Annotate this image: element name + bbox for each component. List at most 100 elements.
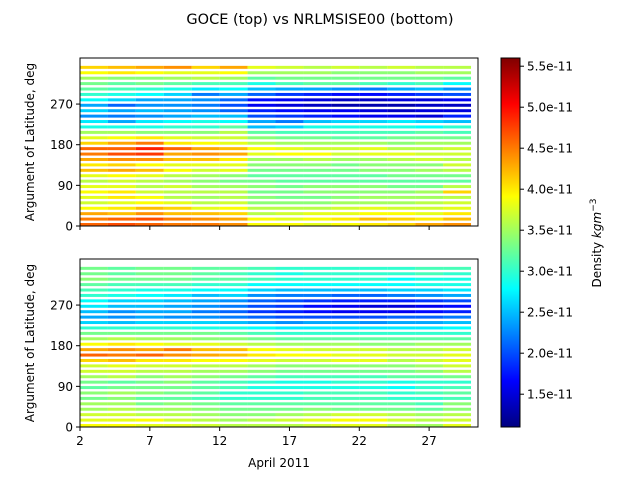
heatmap-cell — [80, 353, 108, 357]
heatmap-cell — [415, 418, 444, 422]
heatmap-cell — [359, 277, 388, 281]
heatmap-cell — [80, 391, 108, 395]
heatmap-cell — [415, 223, 444, 226]
heatmap-cell — [303, 277, 332, 281]
heatmap-cell — [219, 342, 248, 346]
heatmap-cell — [415, 310, 444, 314]
heatmap-cell — [331, 299, 360, 303]
heatmap-cell — [107, 120, 136, 124]
heatmap-cell — [247, 82, 276, 86]
heatmap-cell — [219, 364, 248, 368]
y-axis-label: Argument of Latitude, deg — [23, 264, 37, 422]
heatmap-cell — [107, 277, 136, 281]
heatmap-cell — [415, 304, 444, 308]
heatmap-cell — [80, 76, 108, 80]
heatmap-cell — [443, 168, 472, 172]
heatmap-cell — [443, 396, 472, 400]
heatmap-cell — [387, 157, 416, 161]
heatmap-cell — [191, 168, 220, 172]
heatmap-cell — [303, 82, 332, 86]
heatmap-cell — [387, 315, 416, 319]
heatmap-cell — [80, 321, 108, 325]
heatmap-cell — [107, 364, 136, 368]
heatmap-cell — [443, 130, 472, 134]
heatmap-cell — [135, 272, 164, 276]
heatmap-cell — [219, 358, 248, 362]
heatmap-cell — [387, 310, 416, 314]
colorbar-tick-label: 4.5e-11 — [527, 142, 573, 156]
heatmap-cell — [219, 157, 248, 161]
heatmap-cell — [303, 190, 332, 194]
heatmap-cell — [191, 283, 220, 287]
heatmap-cell — [275, 358, 304, 362]
heatmap-cell — [443, 87, 472, 91]
heatmap-cell — [415, 147, 444, 151]
heatmap-cell — [107, 353, 136, 357]
heatmap-cell — [135, 326, 164, 330]
colorbar-tick-label: 5.0e-11 — [527, 101, 573, 115]
heatmap-cell — [275, 114, 304, 118]
heatmap-cell — [443, 391, 472, 395]
heatmap-cell — [247, 386, 276, 390]
heatmap-cell — [107, 92, 136, 96]
heatmap-cell — [191, 418, 220, 422]
heatmap-cell — [135, 364, 164, 368]
heatmap-cell — [275, 163, 304, 167]
heatmap-cell — [163, 82, 192, 86]
heatmap-cell — [443, 272, 472, 276]
heatmap-cell — [163, 76, 192, 80]
heatmap-cell — [443, 358, 472, 362]
heatmap-cell — [275, 92, 304, 96]
heatmap-cell — [331, 310, 360, 314]
heatmap-cell — [107, 348, 136, 352]
heatmap-cell — [247, 391, 276, 395]
heatmap-cell — [387, 130, 416, 134]
heatmap-cell — [387, 212, 416, 216]
heatmap-cell — [80, 342, 108, 346]
heatmap-cell — [415, 82, 444, 86]
heatmap-cell — [387, 201, 416, 205]
heatmap-cell — [107, 157, 136, 161]
heatmap-cell — [387, 418, 416, 422]
heatmap-cell — [191, 92, 220, 96]
heatmap-cell — [107, 304, 136, 308]
heatmap-cell — [191, 358, 220, 362]
heatmap-cell — [247, 337, 276, 341]
heatmap-cell — [107, 98, 136, 102]
heatmap-cell — [275, 141, 304, 145]
heatmap-cell — [80, 65, 108, 69]
x-tick-label: 12 — [212, 434, 227, 448]
heatmap-cell — [219, 114, 248, 118]
heatmap-cell — [331, 358, 360, 362]
heatmap-cell — [247, 217, 276, 221]
heatmap-cell — [191, 103, 220, 107]
heatmap-cell — [163, 195, 192, 199]
heatmap-cell — [247, 299, 276, 303]
heatmap-cell — [275, 315, 304, 319]
heatmap-cell — [247, 87, 276, 91]
heatmap-cell — [331, 185, 360, 189]
heatmap-cell — [107, 369, 136, 373]
heatmap-cell — [415, 76, 444, 80]
heatmap-cell — [387, 152, 416, 156]
heatmap-cell — [303, 310, 332, 314]
heatmap-cell — [387, 342, 416, 346]
heatmap-cell — [331, 212, 360, 216]
heatmap-cell — [303, 299, 332, 303]
heatmap-cell — [80, 136, 108, 140]
heatmap-cell — [247, 364, 276, 368]
heatmap-cell — [219, 109, 248, 113]
heatmap-cell — [191, 206, 220, 210]
heatmap-cell — [331, 82, 360, 86]
heatmap-cell — [163, 299, 192, 303]
heatmap-cell — [303, 304, 332, 308]
heatmap-cell — [219, 179, 248, 183]
heatmap-cell — [359, 321, 388, 325]
heatmap-cell — [107, 418, 136, 422]
heatmap-cell — [107, 331, 136, 335]
heatmap-cell — [387, 65, 416, 69]
heatmap-cell — [107, 402, 136, 406]
heatmap-cell — [163, 386, 192, 390]
heatmap-cell — [107, 413, 136, 417]
